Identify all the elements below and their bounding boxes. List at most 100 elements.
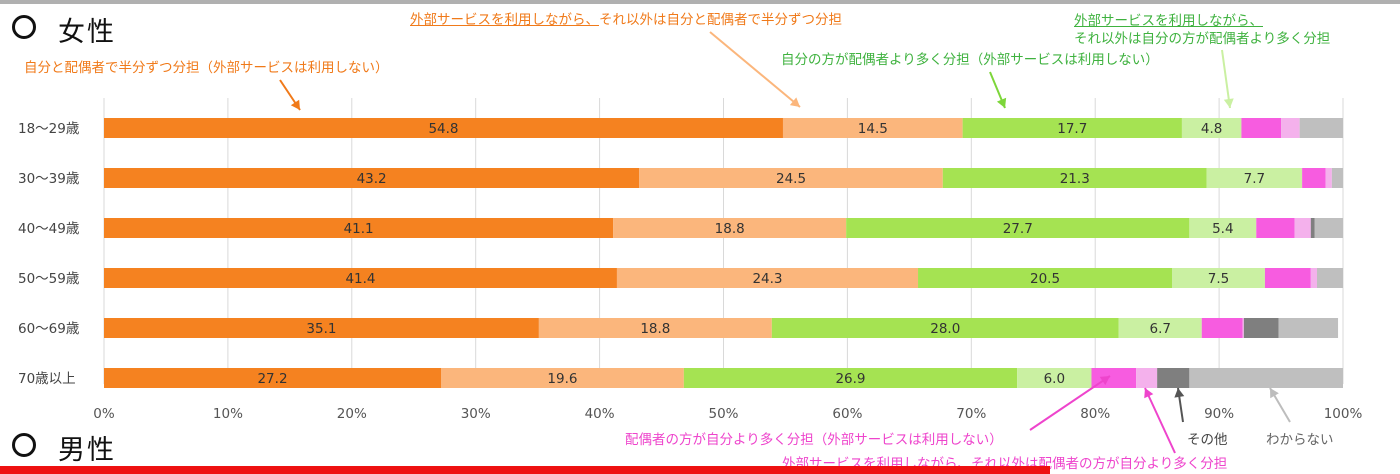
bar-segment [104, 318, 539, 338]
section-divider [0, 466, 1050, 474]
data-label: 20.5 [1030, 271, 1060, 287]
data-label: 21.3 [1060, 171, 1090, 187]
data-label: 43.2 [357, 171, 387, 187]
circle-marker-icon [12, 15, 36, 39]
arrow-half-no-service-head [290, 99, 300, 110]
arrow-self-more-with-service [1221, 49, 1231, 109]
category-label: 50〜59歳 [18, 271, 80, 287]
bar-segment [1256, 218, 1295, 238]
bar-segment [1189, 218, 1257, 238]
bar-segment [1331, 168, 1343, 188]
arrow-half-with-service-head [789, 97, 800, 107]
data-label: 18.8 [640, 321, 670, 337]
bar-segment [1157, 368, 1190, 388]
data-label: 6.0 [1044, 371, 1065, 387]
annotation-unknown: わからない [1266, 432, 1334, 448]
x-tick-label: 0% [93, 406, 115, 422]
x-tick-label: 40% [585, 406, 615, 422]
data-label: 27.2 [257, 371, 287, 387]
bar-segment [104, 118, 783, 138]
top-rule [0, 0, 1400, 4]
category-label: 60〜69歳 [18, 321, 80, 337]
bar-segment [1325, 168, 1332, 188]
bar-segment [1136, 368, 1158, 388]
arrow-spouse-more-no-service-head [1099, 376, 1110, 386]
data-label: 26.9 [835, 371, 865, 387]
bar-segment [1294, 218, 1311, 238]
category-label: 30〜39歳 [18, 171, 80, 187]
data-label: 7.7 [1244, 171, 1265, 187]
bar-segment [639, 168, 943, 188]
x-tick-label: 60% [832, 406, 862, 422]
bar-segment [1206, 168, 1303, 188]
circle-marker-icon [12, 433, 36, 457]
section-title-male: 男性 [12, 428, 116, 467]
data-label: 17.7 [1057, 121, 1087, 137]
x-tick-label: 90% [1204, 406, 1234, 422]
bar-segment [1118, 318, 1202, 338]
arrow-half-with-service [709, 31, 801, 108]
data-label: 27.7 [1003, 221, 1033, 237]
bar-segment [613, 218, 847, 238]
bar-segment [1242, 318, 1244, 338]
x-tick-label: 30% [461, 406, 491, 422]
data-label: 24.5 [776, 171, 806, 187]
bar-segment [918, 268, 1173, 288]
bar-segment [1302, 168, 1326, 188]
bar-segment [441, 368, 684, 388]
data-label: 19.6 [547, 371, 577, 387]
arrow-self-more-no-service-head [996, 97, 1007, 108]
annotation-self-more-with-service-line2: それ以外は自分の方が配偶者より多く分担 [1074, 31, 1331, 47]
x-tick-label: 20% [337, 406, 367, 422]
annotation-spouse-more-no-service: 配偶者の方が自分より多く分担（外部サービスは利用しない） [625, 432, 1003, 448]
arrow-spouse-more-no-service [1029, 375, 1111, 431]
bar-segment [1310, 268, 1317, 288]
x-tick-label: 50% [708, 406, 738, 422]
data-label: 4.8 [1201, 121, 1222, 137]
data-label: 41.4 [345, 271, 375, 287]
bar-segment [1243, 318, 1279, 338]
category-label: 40〜49歳 [18, 221, 80, 237]
annotation-half-with-service: 外部サービスを利用しながら、それ以外は自分と配偶者で半分ずつ分担 [410, 12, 842, 28]
data-label: 28.0 [930, 321, 960, 337]
data-label: 7.5 [1208, 271, 1229, 287]
bar-segment [1201, 318, 1243, 338]
bar-segment [771, 318, 1119, 338]
bar-segment [1316, 268, 1343, 288]
data-label: 18.8 [715, 221, 745, 237]
data-label: 5.4 [1212, 221, 1233, 237]
bar-segment [1278, 318, 1339, 338]
arrow-other-head [1174, 388, 1185, 398]
data-label: 6.7 [1150, 321, 1171, 337]
arrow-spouse-more-with-service-head [1144, 388, 1154, 399]
x-tick-label: 80% [1080, 406, 1110, 422]
bar-segment [1314, 218, 1343, 238]
annotation-self-more-no-service: 自分の方が配偶者より多く分担（外部サービスは利用しない） [781, 52, 1159, 68]
bar-segment [1281, 118, 1300, 138]
bar-segment [538, 318, 772, 338]
section-title-female: 女性 [12, 10, 116, 49]
bar-segment [104, 368, 442, 388]
arrow-self-more-with-service-head [1223, 98, 1234, 108]
bar-segment [104, 168, 640, 188]
data-label: 24.3 [752, 271, 782, 287]
x-tick-label: 10% [213, 406, 243, 422]
x-tick-label: 100% [1324, 406, 1363, 422]
bar-segment [1091, 368, 1137, 388]
bar-segment [683, 368, 1018, 388]
annotation-half-no-service: 自分と配偶者で半分ずつ分担（外部サービスは利用しない） [24, 60, 389, 76]
data-label: 35.1 [306, 321, 336, 337]
bar-segment [782, 118, 963, 138]
bar-segment [846, 218, 1190, 238]
data-label: 41.1 [344, 221, 374, 237]
bar-segment [1310, 218, 1315, 238]
bar-segment [1189, 368, 1343, 388]
arrow-unknown-head [1270, 388, 1279, 399]
annotation-self-more-with-service-line1: 外部サービスを利用しながら、 [1074, 13, 1263, 29]
category-label: 18〜29歳 [18, 121, 80, 137]
data-label: 54.8 [428, 121, 458, 137]
bar-segment [1299, 118, 1343, 138]
bar-segment [1241, 118, 1282, 138]
bar-segment [1264, 268, 1311, 288]
